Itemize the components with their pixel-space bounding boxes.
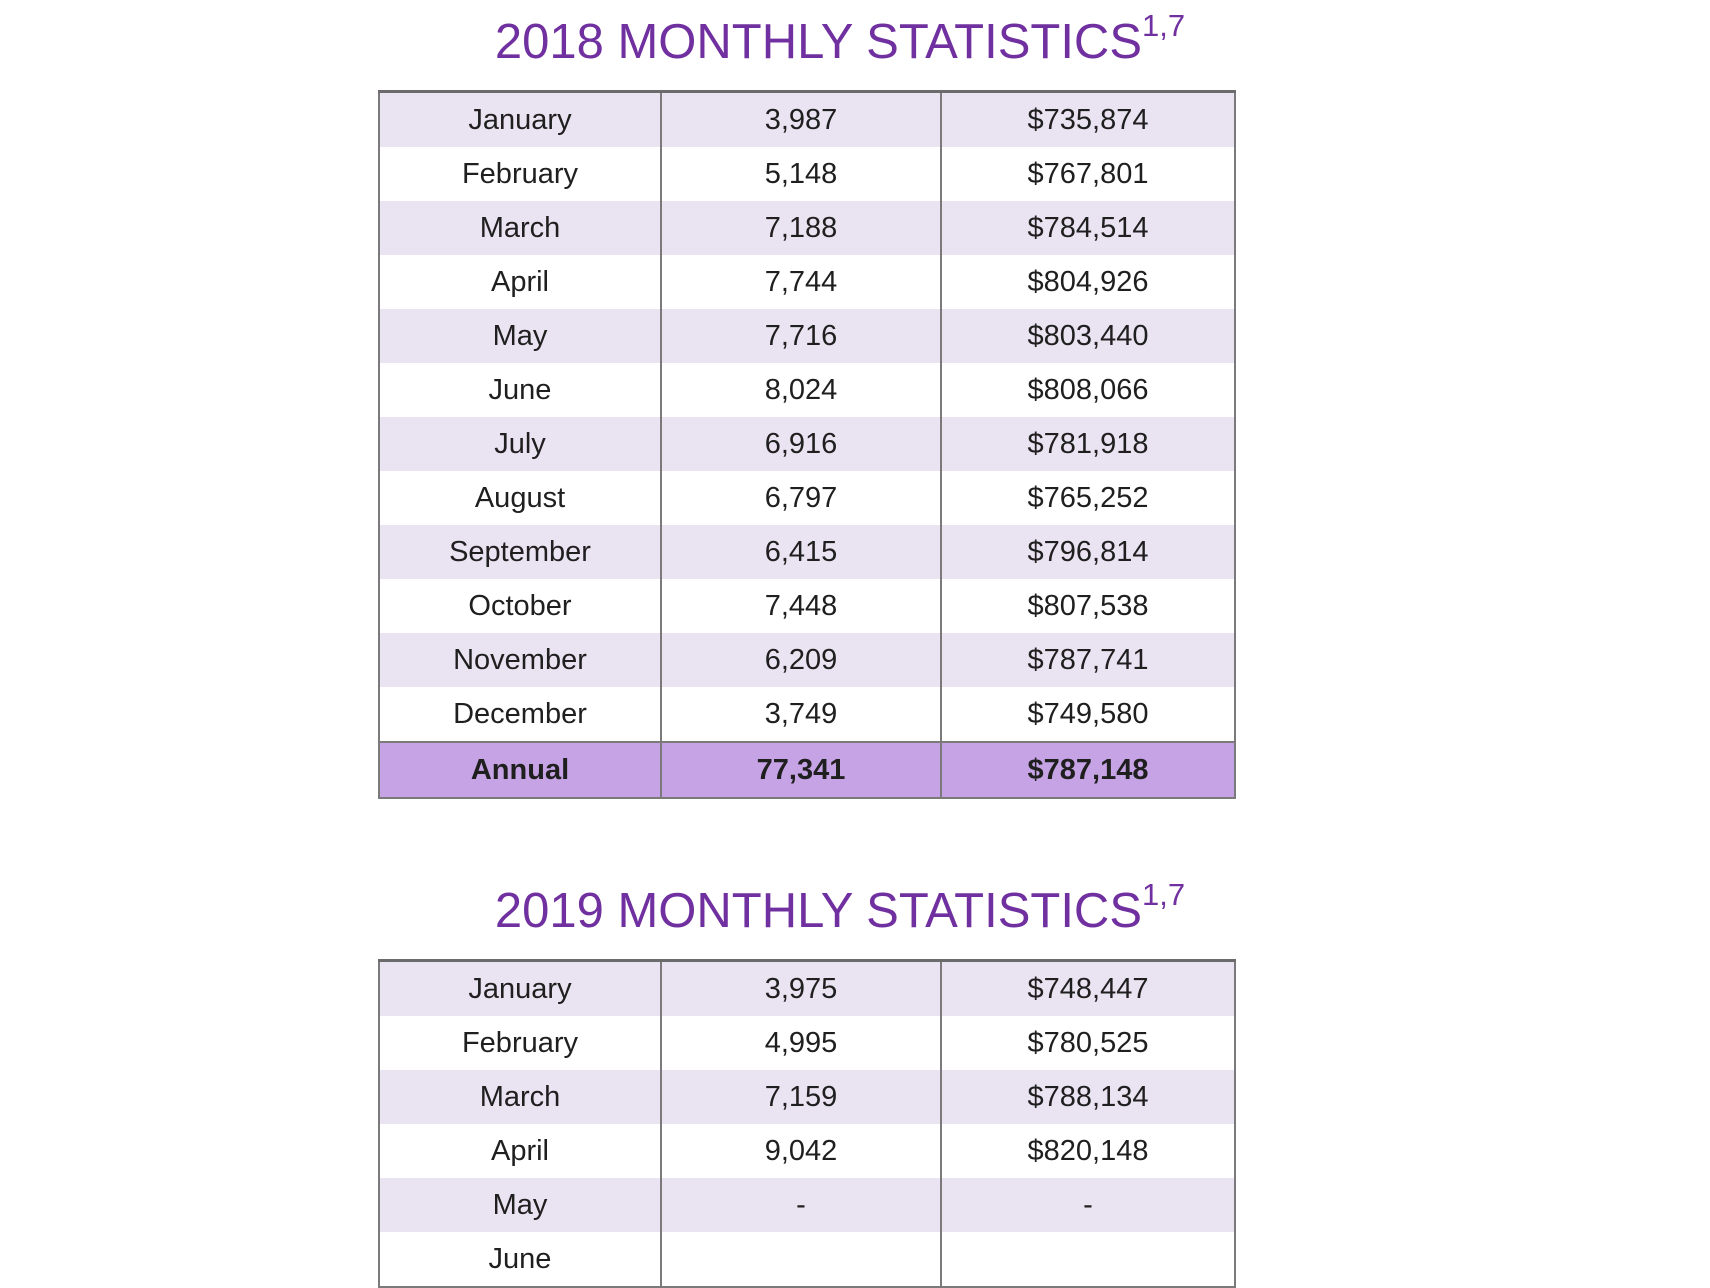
table-row: March 7,188 $784,514 bbox=[379, 201, 1235, 255]
annual-summary-row: Annual 77,341 $787,148 bbox=[379, 741, 1235, 798]
table-row: October 7,448 $807,538 bbox=[379, 579, 1235, 633]
monthly-stats-table-2019: January 3,975 $748,447 February 4,995 $780,52… bbox=[378, 959, 1236, 1288]
month-cell: May bbox=[379, 309, 661, 363]
table-row: April 7,744 $804,926 bbox=[379, 255, 1235, 309]
month-cell: September bbox=[379, 525, 661, 579]
amount-cell: $803,440 bbox=[940, 309, 1235, 363]
section-title-2019-text: 2019 MONTHLY STATISTICS bbox=[494, 884, 1143, 938]
count-cell: 3,749 bbox=[660, 687, 941, 742]
month-cell: May bbox=[379, 1178, 661, 1232]
month-cell: February bbox=[379, 1016, 661, 1070]
month-cell: March bbox=[379, 201, 661, 255]
table-row: July 6,916 $781,918 bbox=[379, 417, 1235, 471]
section-title-2018-footnote-marks: 1,7 bbox=[1142, 8, 1186, 43]
table-row: May 7,716 $803,440 bbox=[379, 309, 1235, 363]
table-row: November 6,209 $787,741 bbox=[379, 633, 1235, 687]
amount-cell: $749,580 bbox=[940, 687, 1235, 742]
amount-cell: $788,134 bbox=[940, 1070, 1235, 1124]
amount-cell: $781,918 bbox=[940, 417, 1235, 471]
month-cell: August bbox=[379, 471, 661, 525]
count-cell: 7,188 bbox=[660, 201, 941, 255]
month-cell: June bbox=[379, 1232, 661, 1287]
amount-cell: $820,148 bbox=[940, 1124, 1235, 1178]
table-row: April 9,042 $820,148 bbox=[379, 1124, 1235, 1178]
month-cell: October bbox=[379, 579, 661, 633]
amount-cell: $796,814 bbox=[940, 525, 1235, 579]
month-cell: April bbox=[379, 255, 661, 309]
month-cell: July bbox=[379, 417, 661, 471]
amount-cell: $767,801 bbox=[940, 147, 1235, 201]
table-row: June 8,024 $808,066 bbox=[379, 363, 1235, 417]
amount-cell: $765,252 bbox=[940, 471, 1235, 525]
amount-cell: $804,926 bbox=[940, 255, 1235, 309]
section-title-2018-text: 2018 MONTHLY STATISTICS bbox=[494, 15, 1143, 69]
page-content: 2018 MONTHLY STATISTICS1,7 January 3,987 $… bbox=[378, 10, 1236, 1288]
count-cell: 9,042 bbox=[660, 1124, 941, 1178]
month-cell: Annual bbox=[379, 741, 661, 798]
month-cell: June bbox=[379, 363, 661, 417]
month-cell: March bbox=[379, 1070, 661, 1124]
amount-cell: $735,874 bbox=[940, 91, 1235, 147]
count-cell: 6,415 bbox=[660, 525, 941, 579]
section-title-2018: 2018 MONTHLY STATISTICS1,7 bbox=[412, 10, 1268, 74]
table-row: January 3,987 $735,874 bbox=[379, 91, 1235, 147]
amount-cell: $807,538 bbox=[940, 579, 1235, 633]
month-cell: April bbox=[379, 1124, 661, 1178]
table-row: February 5,148 $767,801 bbox=[379, 147, 1235, 201]
count-cell bbox=[660, 1232, 941, 1287]
amount-cell: $787,148 bbox=[940, 741, 1235, 798]
section-title-2019: 2019 MONTHLY STATISTICS1,7 bbox=[412, 879, 1268, 943]
table-row: August 6,797 $765,252 bbox=[379, 471, 1235, 525]
month-cell: January bbox=[379, 91, 661, 147]
table-row: September 6,415 $796,814 bbox=[379, 525, 1235, 579]
month-cell: December bbox=[379, 687, 661, 742]
table-row: May - - bbox=[379, 1178, 1235, 1232]
month-cell: January bbox=[379, 960, 661, 1016]
amount-cell: $780,525 bbox=[940, 1016, 1235, 1070]
table-row: January 3,975 $748,447 bbox=[379, 960, 1235, 1016]
month-cell: February bbox=[379, 147, 661, 201]
table-row: March 7,159 $788,134 bbox=[379, 1070, 1235, 1124]
count-cell: 7,744 bbox=[660, 255, 941, 309]
amount-cell: $784,514 bbox=[940, 201, 1235, 255]
count-cell: 7,448 bbox=[660, 579, 941, 633]
table-row: February 4,995 $780,525 bbox=[379, 1016, 1235, 1070]
table-row: December 3,749 $749,580 bbox=[379, 687, 1235, 742]
amount-cell: $787,741 bbox=[940, 633, 1235, 687]
count-cell: 6,916 bbox=[660, 417, 941, 471]
section-title-2019-footnote-marks: 1,7 bbox=[1142, 877, 1186, 912]
count-cell: 4,995 bbox=[660, 1016, 941, 1070]
count-cell: 3,987 bbox=[660, 91, 941, 147]
count-cell: 3,975 bbox=[660, 960, 941, 1016]
amount-cell bbox=[940, 1232, 1235, 1287]
amount-cell: $748,447 bbox=[940, 960, 1235, 1016]
count-cell: 8,024 bbox=[660, 363, 941, 417]
count-cell: - bbox=[660, 1178, 941, 1232]
count-cell: 7,159 bbox=[660, 1070, 941, 1124]
amount-cell: $808,066 bbox=[940, 363, 1235, 417]
count-cell: 6,797 bbox=[660, 471, 941, 525]
month-cell: November bbox=[379, 633, 661, 687]
table-row: June bbox=[379, 1232, 1235, 1287]
count-cell: 7,716 bbox=[660, 309, 941, 363]
amount-cell: - bbox=[940, 1178, 1235, 1232]
monthly-stats-table-2018: January 3,987 $735,874 February 5,148 $767,80… bbox=[378, 90, 1236, 799]
count-cell: 5,148 bbox=[660, 147, 941, 201]
count-cell: 77,341 bbox=[660, 741, 941, 798]
count-cell: 6,209 bbox=[660, 633, 941, 687]
